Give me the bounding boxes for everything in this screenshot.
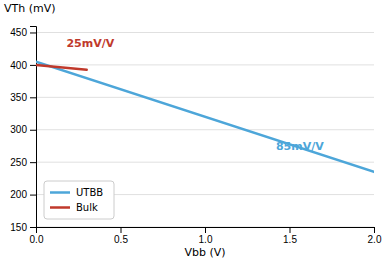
tick-mark xyxy=(30,195,36,196)
tick: 250 xyxy=(10,157,36,168)
tick-label: 200 xyxy=(10,189,27,200)
tick: 350 xyxy=(10,92,36,103)
tick-label: 0.5 xyxy=(114,234,128,245)
tick-mark xyxy=(121,227,122,233)
tick-label: 0.0 xyxy=(30,234,44,245)
tick-label: 1.5 xyxy=(283,234,297,245)
legend-item: Bulk xyxy=(50,202,98,213)
tick: 400 xyxy=(10,60,36,71)
legend-swatch xyxy=(50,206,70,209)
tick: 150 xyxy=(10,222,36,233)
series-group xyxy=(36,62,374,172)
tick-mark xyxy=(30,97,36,98)
legend-item: UTBB xyxy=(50,187,103,198)
tick-label: 150 xyxy=(10,222,27,233)
grid-line xyxy=(36,129,374,130)
tick-mark xyxy=(290,227,291,233)
tick: 2.0 xyxy=(368,227,382,245)
grid-line xyxy=(36,32,374,33)
plot: 0.0 0.5 1.0 1.5 2.0 150 200 250 300 350 400 450 25mV… xyxy=(10,27,382,246)
tick-mark xyxy=(30,32,36,33)
legend-swatch xyxy=(50,191,70,194)
chart: 0.0 0.5 1.0 1.5 2.0 150 200 250 300 350 400 450 25mV… xyxy=(0,0,388,261)
tick-label: 350 xyxy=(10,92,27,103)
tick-mark xyxy=(30,162,36,163)
tick-label: 250 xyxy=(10,157,27,168)
tick-mark xyxy=(30,130,36,131)
legend-box xyxy=(44,181,114,219)
tick-mark xyxy=(30,65,36,66)
grid-line xyxy=(36,64,374,65)
tick-mark xyxy=(205,227,206,233)
annotation: 85mV/V xyxy=(276,140,324,153)
series-line xyxy=(36,65,87,70)
grid xyxy=(36,32,374,227)
tick-mark xyxy=(30,227,36,228)
tick-mark xyxy=(374,227,375,233)
series-line xyxy=(36,62,374,172)
legend-label: UTBB xyxy=(76,187,103,198)
tick: 0.0 xyxy=(30,227,44,245)
legend-label: Bulk xyxy=(76,202,98,213)
tick-label: 2.0 xyxy=(368,234,382,245)
tick-label: 1.0 xyxy=(199,234,213,245)
tick-label: 300 xyxy=(10,124,27,135)
x-axis-title: Vbb (V) xyxy=(184,246,225,259)
tick-label: 450 xyxy=(10,27,27,38)
y-axis: 150 200 250 300 350 400 450 xyxy=(10,27,36,233)
axis-line xyxy=(30,27,37,228)
y-axis-title: VTh (mV) xyxy=(4,2,56,15)
legend: UTBB Bulk xyxy=(44,181,114,219)
tick: 450 xyxy=(10,27,36,38)
tick: 0.5 xyxy=(114,227,128,245)
grid-line xyxy=(36,97,374,98)
grid-line xyxy=(36,162,374,163)
tick: 300 xyxy=(10,124,36,135)
x-axis: 0.0 0.5 1.0 1.5 2.0 xyxy=(30,227,382,245)
tick-label: 400 xyxy=(10,60,27,71)
axis-line xyxy=(37,228,375,234)
annotation: 25mV/V xyxy=(66,37,114,50)
tick: 1.5 xyxy=(283,227,297,245)
tick: 200 xyxy=(10,189,36,200)
tick: 1.0 xyxy=(199,227,213,245)
